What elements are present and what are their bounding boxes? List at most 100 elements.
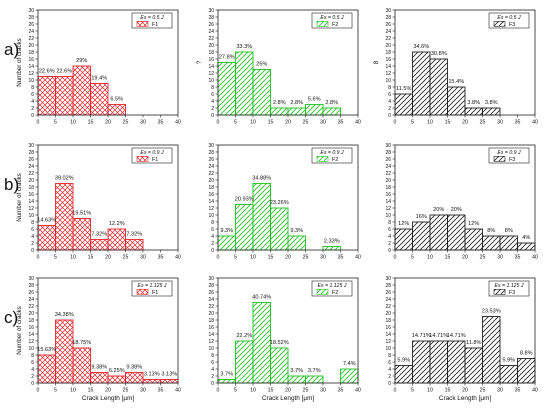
y-tick-label: 28: [28, 283, 34, 289]
y-tick-label: 16: [208, 325, 214, 331]
x-tick-label: 25: [303, 388, 309, 394]
bar-percent-label: 19.4%: [91, 76, 107, 82]
y-tick-label: 4: [211, 367, 214, 373]
y-tick-label: 10: [208, 213, 214, 219]
x-tick-label: 5: [411, 120, 414, 126]
bar-percent-label: 3.7%: [290, 368, 303, 374]
bar-percent-label: 20%: [433, 207, 444, 213]
x-tick-label: 10: [427, 388, 433, 394]
y-tick-label: 22: [385, 36, 391, 42]
y-tick-label: 26: [385, 157, 391, 163]
x-tick-label: 5: [54, 120, 57, 126]
y-tick-label: 30: [385, 8, 391, 14]
histogram-bar: [394, 365, 413, 384]
y-tick-label: 0: [211, 113, 214, 119]
legend-swatch: [136, 156, 149, 162]
histogram-bar: [270, 107, 289, 116]
y-tick-label: 30: [28, 8, 34, 14]
y-tick-label: 8: [211, 85, 214, 91]
x-tick-label: 15: [445, 120, 451, 126]
histogram-bar: [107, 375, 126, 384]
histogram-bar: [447, 86, 466, 116]
row-label-a: a): [4, 40, 20, 59]
y-tick-label: 12: [385, 71, 391, 77]
histogram-bar: [107, 228, 126, 251]
bar-percent-label: 14.71%: [447, 333, 466, 339]
legend-series-name: F1: [152, 157, 158, 163]
y-tick-label: 26: [208, 157, 214, 163]
legend-swatch: [493, 20, 506, 27]
y-tick-label: 28: [208, 15, 214, 21]
y-tick-label: 30: [28, 276, 34, 282]
x-tick-label: 25: [480, 388, 486, 394]
y-tick-label: 12: [28, 206, 34, 212]
y-tick-label: 18: [208, 318, 214, 324]
x-tick-label: 0: [217, 120, 220, 126]
y-tick-label: 22: [28, 304, 34, 310]
x-tick-label: 30: [497, 120, 503, 126]
y-tick-label: 24: [28, 29, 34, 35]
y-tick-label: 0: [388, 248, 391, 254]
x-tick-label: 10: [70, 120, 76, 126]
x-tick-label: 10: [427, 120, 433, 126]
y-tick-label: 10: [28, 213, 34, 219]
y-tick-label: 4: [31, 234, 34, 240]
y-tick-label: 28: [385, 150, 391, 156]
x-tick-label: 15: [268, 388, 274, 394]
y-tick-label: 28: [385, 283, 391, 289]
bar-percent-label: 34.88%: [252, 176, 271, 182]
x-tick-label: 40: [175, 120, 181, 126]
bar-percent-label: 5.9%: [397, 358, 410, 364]
y-tick-label: 12: [385, 339, 391, 345]
legend-swatch: [316, 288, 329, 295]
x-tick-label: 30: [140, 388, 146, 394]
bar-percent-label: 23.26%: [270, 200, 289, 206]
x-axis-label: Crack Length [µm]: [82, 395, 135, 402]
bar-percent-label: 2.8%: [325, 100, 338, 106]
histogram-bar: [464, 228, 483, 251]
bar-percent-label: 11.5%: [396, 86, 411, 92]
y-tick-label: 30: [28, 143, 34, 149]
y-tick-label: 6: [31, 227, 34, 233]
x-tick-label: 20: [285, 120, 291, 126]
bar-percent-label: 22.6%: [56, 69, 72, 75]
y-tick-label: 4: [211, 234, 214, 240]
histogram-bar: [90, 372, 109, 384]
y-tick-label: 20: [208, 178, 214, 184]
y-tick-label: 16: [28, 192, 34, 198]
bar-percent-label: 14.71%: [429, 333, 448, 339]
x-tick-label: 15: [88, 388, 94, 394]
bar-percent-label: 3.7%: [220, 372, 233, 378]
y-tick-label: 18: [385, 318, 391, 324]
y-tick-label: 2: [211, 241, 214, 247]
bar-percent-label: 16%: [416, 214, 427, 220]
bar-percent-label: 23.53%: [482, 309, 501, 315]
y-tick-label: 4: [211, 99, 214, 105]
x-tick-label: 20: [105, 388, 111, 394]
legend-series-name: F2: [332, 157, 338, 163]
x-tick-label: 25: [123, 120, 129, 126]
row-label-b: b): [4, 175, 20, 194]
y-tick-label: 6: [31, 360, 34, 366]
bar-percent-label: 14.63%: [37, 218, 56, 224]
y-tick-label: 20: [208, 43, 214, 49]
histogram-bar: [217, 62, 236, 116]
x-tick-label: 15: [88, 255, 94, 261]
chart-panel-c-F3: 5.9%14.71%14.71%14.71%11.8%23.53%5.9%8.8…: [385, 276, 538, 402]
y-tick-label: 26: [208, 290, 214, 296]
chart-panel-a-F1: 22.6% 22.6%29%19.4%6.5%0 5 10 15 20 25 30 35 4002…: [16, 8, 181, 126]
y-tick-label: 14: [385, 199, 391, 205]
histogram-bar: [252, 302, 271, 384]
y-tick-label: 24: [28, 297, 34, 303]
y-tick-label: 20: [385, 311, 391, 317]
y-tick-label: 2: [388, 374, 391, 380]
y-tick-label: 28: [208, 150, 214, 156]
bar-percent-label: 11.8%: [466, 340, 481, 346]
x-tick-label: 15: [268, 255, 274, 261]
x-tick-label: 40: [175, 388, 181, 394]
y-tick-label: 26: [28, 157, 34, 163]
legend-energy: Es = 1.125 J: [318, 283, 347, 289]
histogram-bar: [235, 340, 254, 384]
chart-panel-b-F2: 9.3%20.93%34.88%23.26%9.3%2.33%0 5 10 15 20 2…: [208, 143, 361, 261]
x-tick-label: 35: [158, 120, 164, 126]
